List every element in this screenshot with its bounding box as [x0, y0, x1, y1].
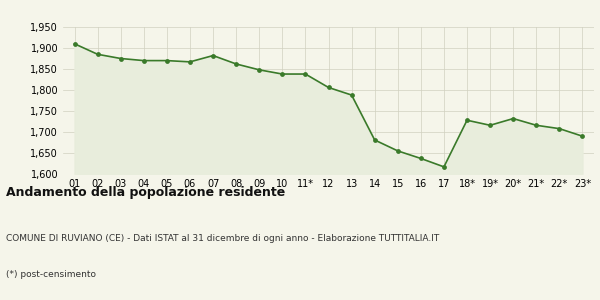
Point: [532, 123, 541, 128]
Point: [139, 58, 149, 63]
Point: [324, 85, 334, 90]
Point: [278, 72, 287, 76]
Point: [254, 68, 264, 72]
Text: (*) post-censimento: (*) post-censimento: [6, 270, 96, 279]
Point: [93, 52, 103, 57]
Point: [393, 148, 403, 153]
Point: [508, 116, 518, 121]
Point: [416, 156, 425, 161]
Point: [185, 59, 195, 64]
Point: [208, 53, 218, 58]
Point: [462, 118, 472, 123]
Point: [485, 123, 495, 128]
Point: [232, 61, 241, 66]
Point: [162, 58, 172, 63]
Point: [347, 93, 356, 98]
Point: [116, 56, 125, 61]
Point: [70, 41, 79, 46]
Point: [578, 134, 587, 139]
Point: [439, 164, 449, 169]
Text: Andamento della popolazione residente: Andamento della popolazione residente: [6, 186, 285, 199]
Point: [301, 72, 310, 76]
Point: [554, 126, 564, 131]
Text: COMUNE DI RUVIANO (CE) - Dati ISTAT al 31 dicembre di ogni anno - Elaborazione T: COMUNE DI RUVIANO (CE) - Dati ISTAT al 3…: [6, 234, 439, 243]
Point: [370, 138, 379, 142]
